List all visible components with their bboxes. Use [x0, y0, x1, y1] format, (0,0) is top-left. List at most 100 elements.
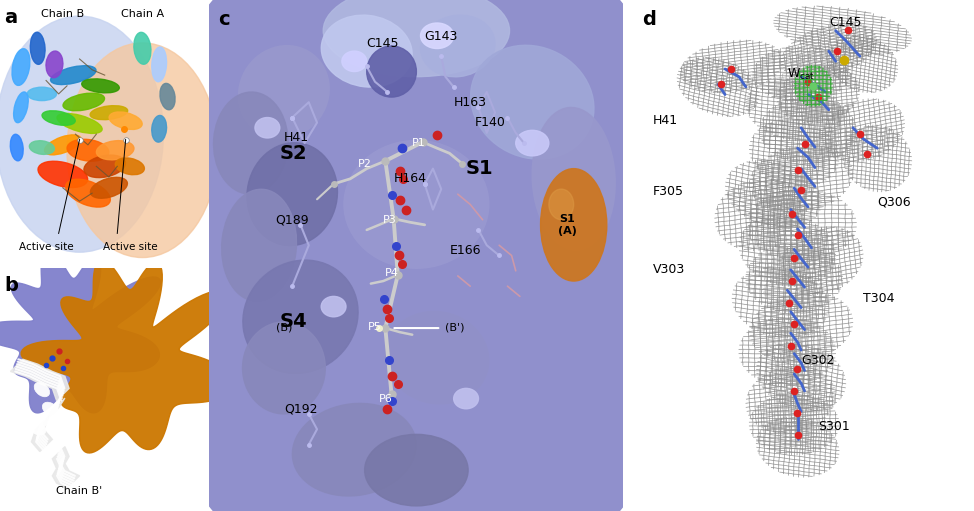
Ellipse shape: [133, 32, 151, 64]
Text: F140: F140: [474, 116, 506, 129]
Text: S1: S1: [466, 159, 494, 178]
Text: a: a: [4, 8, 18, 27]
Text: c: c: [218, 10, 229, 29]
Ellipse shape: [152, 47, 167, 82]
Ellipse shape: [454, 388, 478, 409]
Text: V303: V303: [653, 263, 685, 276]
Ellipse shape: [51, 66, 96, 84]
Ellipse shape: [222, 189, 296, 301]
Ellipse shape: [65, 179, 110, 207]
Text: Chain B: Chain B: [41, 9, 85, 19]
Ellipse shape: [109, 112, 142, 129]
Text: P2: P2: [357, 158, 371, 169]
Text: H41: H41: [653, 113, 678, 127]
Ellipse shape: [344, 141, 489, 268]
Text: T304: T304: [863, 292, 895, 306]
Ellipse shape: [67, 140, 109, 161]
Ellipse shape: [91, 106, 128, 120]
Text: S2: S2: [280, 144, 308, 163]
Ellipse shape: [243, 260, 358, 374]
Text: H41: H41: [284, 131, 309, 145]
Ellipse shape: [421, 15, 495, 77]
Polygon shape: [11, 359, 69, 401]
Ellipse shape: [12, 49, 30, 85]
Ellipse shape: [29, 141, 55, 154]
Polygon shape: [0, 251, 161, 413]
Text: P6: P6: [379, 393, 393, 404]
Text: S4: S4: [280, 312, 308, 332]
Ellipse shape: [213, 92, 288, 194]
Text: G302: G302: [801, 354, 835, 367]
Polygon shape: [53, 447, 80, 488]
Ellipse shape: [541, 169, 607, 281]
Text: Chain B': Chain B': [56, 486, 102, 497]
Ellipse shape: [57, 113, 102, 133]
Ellipse shape: [30, 32, 45, 64]
Polygon shape: [21, 260, 232, 453]
Ellipse shape: [321, 296, 346, 317]
Text: Chain A: Chain A: [121, 9, 164, 19]
Ellipse shape: [364, 434, 468, 506]
Ellipse shape: [38, 161, 88, 188]
Text: P1: P1: [412, 138, 426, 148]
Text: Q306: Q306: [878, 195, 911, 208]
Text: F305: F305: [653, 185, 684, 198]
Ellipse shape: [366, 46, 417, 97]
Text: (B'): (B'): [445, 322, 465, 332]
Ellipse shape: [63, 93, 104, 111]
Text: Active site: Active site: [102, 242, 157, 252]
Ellipse shape: [247, 143, 337, 246]
Ellipse shape: [34, 382, 50, 397]
Ellipse shape: [45, 135, 81, 155]
Ellipse shape: [96, 141, 134, 160]
Text: (B): (B): [276, 322, 292, 332]
Ellipse shape: [82, 79, 119, 93]
Text: d: d: [642, 10, 656, 29]
Text: E166: E166: [449, 244, 481, 257]
Polygon shape: [31, 398, 65, 452]
Ellipse shape: [29, 422, 46, 435]
Ellipse shape: [127, 0, 706, 511]
Ellipse shape: [84, 155, 126, 178]
Ellipse shape: [321, 15, 412, 87]
Text: C145: C145: [829, 16, 861, 30]
Text: S1
(A): S1 (A): [558, 214, 577, 236]
Ellipse shape: [152, 115, 167, 142]
Ellipse shape: [239, 45, 329, 138]
Ellipse shape: [532, 107, 616, 250]
Ellipse shape: [42, 111, 75, 125]
Text: H163: H163: [454, 96, 487, 109]
Text: b: b: [4, 275, 19, 294]
Text: C145: C145: [366, 37, 399, 50]
Ellipse shape: [386, 312, 489, 404]
Text: Active site: Active site: [19, 242, 73, 252]
Ellipse shape: [91, 177, 128, 198]
Text: S301: S301: [818, 420, 850, 433]
Text: P4: P4: [385, 268, 398, 278]
Ellipse shape: [160, 83, 175, 110]
Text: P3: P3: [383, 215, 396, 225]
Text: G143: G143: [425, 30, 458, 43]
Ellipse shape: [14, 92, 28, 123]
Ellipse shape: [292, 403, 416, 496]
Ellipse shape: [0, 16, 164, 252]
Ellipse shape: [27, 87, 56, 101]
Ellipse shape: [11, 134, 23, 161]
Ellipse shape: [516, 130, 549, 156]
Ellipse shape: [255, 118, 280, 138]
Text: Q189: Q189: [276, 213, 310, 226]
Ellipse shape: [470, 45, 594, 159]
Ellipse shape: [421, 23, 454, 49]
Text: H164: H164: [393, 172, 427, 185]
Ellipse shape: [323, 0, 509, 77]
Text: W$_\mathrm{cat}$: W$_\mathrm{cat}$: [787, 66, 815, 82]
Ellipse shape: [115, 158, 144, 175]
Ellipse shape: [42, 402, 58, 416]
Ellipse shape: [243, 322, 325, 414]
Ellipse shape: [67, 43, 218, 258]
Text: Q192: Q192: [284, 402, 318, 415]
Ellipse shape: [46, 51, 63, 78]
Ellipse shape: [549, 189, 574, 220]
Text: P5: P5: [368, 322, 382, 332]
Ellipse shape: [342, 51, 366, 72]
